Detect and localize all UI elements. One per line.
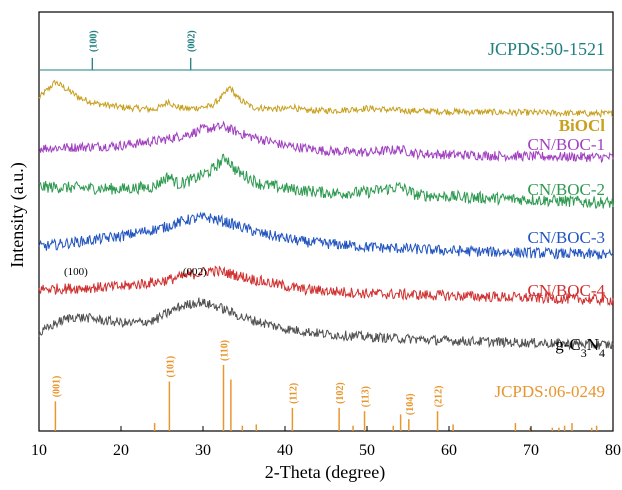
series-line-1 [38, 79, 614, 119]
top-reference-peak-label: (100) [88, 30, 99, 52]
bottom-reference-peak-label: (101) [165, 356, 176, 378]
series-line-3 [38, 153, 614, 209]
bottom-reference-peak-label: (102) [335, 382, 346, 404]
x-tick-label: 60 [441, 442, 457, 459]
x-tick-label: 20 [113, 442, 129, 459]
bottom-reference-peak-label: (001) [51, 376, 62, 398]
series-label-2: CN/BOC-1 [528, 135, 605, 154]
bottom-reference-name: JCPDS:06-0249 [494, 382, 605, 401]
x-tick-label: 30 [195, 442, 211, 459]
series-label-4: CN/BOC-3 [528, 228, 605, 247]
top-reference-peak-label: (002) [187, 30, 198, 52]
series-line-2 [38, 120, 614, 164]
series-label-3: CN/BOC-2 [528, 180, 605, 199]
x-tick-label: 10 [31, 442, 47, 459]
bottom-reference-peak-label: (110) [220, 340, 231, 361]
series-line-4 [38, 211, 614, 260]
bottom-reference-peak-label: (112) [288, 383, 299, 404]
series-annotation: (100) [64, 266, 88, 278]
series-label-1: BiOCl [559, 116, 606, 135]
x-tick-label: 70 [523, 442, 539, 459]
x-tick-label: 50 [359, 442, 375, 459]
x-tick-label: 40 [277, 442, 293, 459]
series-label-6: g-C3N4 [555, 335, 605, 360]
y-axis-label: Intensity (a.u.) [7, 162, 28, 267]
series-label-5: CN/BOC-4 [528, 281, 606, 300]
series-line-6 [38, 297, 614, 351]
x-tick-label: 80 [605, 442, 621, 459]
plot-frame [38, 11, 614, 432]
bottom-reference-peak-label: (212) [434, 386, 445, 408]
series-line-5 [38, 265, 614, 307]
bottom-reference-peak-label: (104) [405, 393, 416, 415]
bottom-reference-peak-label: (113) [361, 386, 372, 407]
series-annotation: (002) [183, 266, 207, 278]
x-axis-label: 2-Theta (degree) [265, 462, 385, 483]
top-reference-name: JCPDS:50-1521 [488, 39, 605, 59]
